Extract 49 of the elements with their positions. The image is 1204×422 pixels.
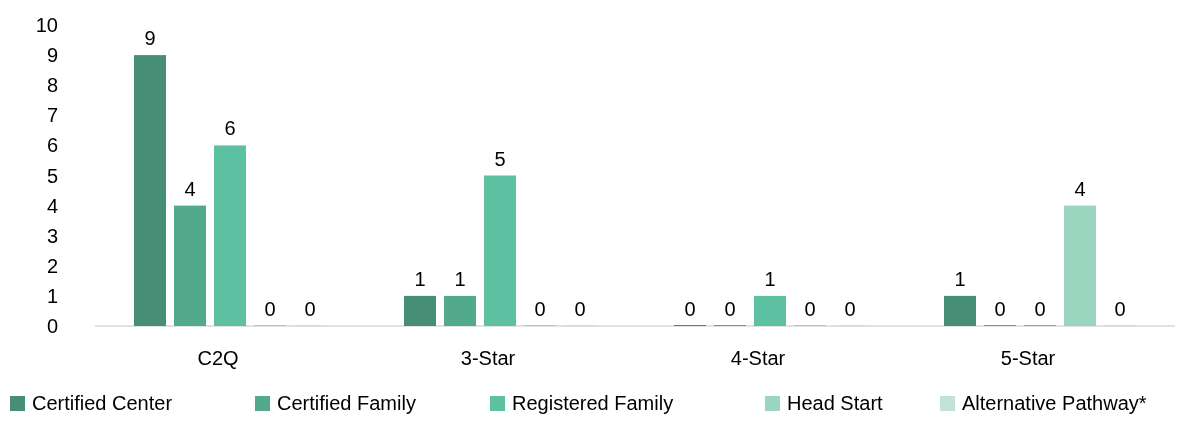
data-label: 0 xyxy=(684,298,696,320)
bar xyxy=(944,295,976,326)
x-tick-label: 4-Star xyxy=(730,347,786,369)
data-label: 0 xyxy=(304,298,316,320)
legend-label: Registered Family xyxy=(512,392,674,414)
bar xyxy=(174,205,206,326)
y-tick-label: 4 xyxy=(46,194,58,217)
data-label: 1 xyxy=(764,267,776,290)
y-tick-label: 5 xyxy=(46,164,58,187)
y-tick-label: 10 xyxy=(35,14,58,36)
x-tick-label: 3-Star xyxy=(460,347,516,369)
data-label: 1 xyxy=(454,267,466,290)
data-label: 4 xyxy=(184,177,196,200)
data-label: 5 xyxy=(494,147,506,170)
data-label: 0 xyxy=(574,298,586,320)
y-tick-label: 8 xyxy=(46,74,58,97)
y-tick-label: 2 xyxy=(46,254,58,277)
x-tick-label: C2Q xyxy=(197,347,239,369)
y-tick-label: 7 xyxy=(46,104,58,127)
y-tick-label: 1 xyxy=(46,284,58,307)
y-tick-label: 6 xyxy=(46,134,58,157)
y-tick-label: 3 xyxy=(46,224,58,247)
x-tick-label: 5-Star xyxy=(1000,347,1056,369)
data-label: 0 xyxy=(264,298,276,320)
data-label: 0 xyxy=(844,298,856,320)
data-label: 6 xyxy=(224,117,236,140)
data-label: 4 xyxy=(1074,177,1086,200)
data-label: 0 xyxy=(724,298,736,320)
data-label: 1 xyxy=(414,267,426,290)
bar xyxy=(134,55,166,326)
legend-label: Certified Center xyxy=(32,392,173,414)
bar xyxy=(404,295,436,326)
data-label: 0 xyxy=(534,298,546,320)
y-tick-label: 0 xyxy=(46,315,58,337)
y-tick-label: 9 xyxy=(46,44,58,67)
data-label: 0 xyxy=(1114,298,1126,320)
bar xyxy=(1064,205,1096,326)
data-label: 0 xyxy=(994,298,1006,320)
legend-label: Alternative Pathway* xyxy=(962,392,1147,414)
bar xyxy=(444,295,476,326)
bar xyxy=(484,175,516,326)
legend-label: Head Start xyxy=(787,392,884,414)
data-label: 0 xyxy=(804,298,816,320)
data-label: 0 xyxy=(1034,298,1046,320)
bar xyxy=(754,295,786,326)
data-label: 1 xyxy=(954,267,966,290)
legend-label: Certified Family xyxy=(277,392,416,414)
data-label: 9 xyxy=(144,27,156,50)
bar xyxy=(214,145,246,326)
